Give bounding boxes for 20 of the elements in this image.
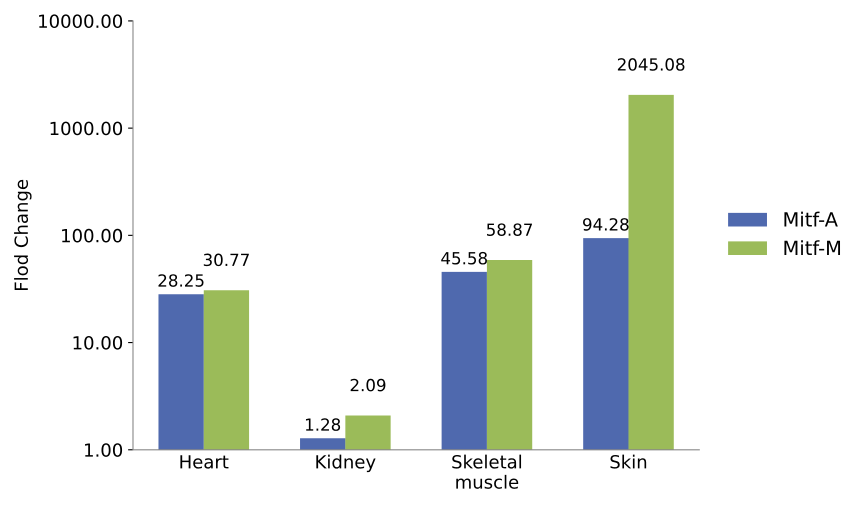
y-tick-label: 100.00 bbox=[62, 228, 122, 242]
y-tick-label: 10000.00 bbox=[39, 14, 122, 28]
data-label: 58.87 bbox=[486, 223, 532, 236]
x-tick-label: Skeletal muscle bbox=[452, 454, 522, 489]
y-tick-label: 10.00 bbox=[74, 336, 122, 350]
legend-label: Mitf-A bbox=[784, 212, 838, 226]
x-tick-label: Skin bbox=[610, 454, 646, 469]
data-label: 28.25 bbox=[158, 274, 204, 287]
data-label: 45.58 bbox=[441, 252, 487, 265]
data-label: 30.77 bbox=[204, 254, 249, 266]
data-label: 1.28 bbox=[306, 418, 340, 431]
data-label: 2045.08 bbox=[618, 58, 684, 71]
y-axis-title: Flod Change bbox=[14, 180, 32, 290]
data-label: 94.28 bbox=[583, 218, 629, 231]
data-label: 2.09 bbox=[350, 378, 386, 392]
x-tick-label: Kidney bbox=[316, 454, 376, 472]
legend-label: Mitf-M bbox=[784, 240, 840, 255]
y-tick-label: 1.00 bbox=[85, 443, 122, 457]
y-tick-label: 1000.00 bbox=[50, 122, 122, 136]
x-tick-label: Heart bbox=[180, 455, 228, 469]
